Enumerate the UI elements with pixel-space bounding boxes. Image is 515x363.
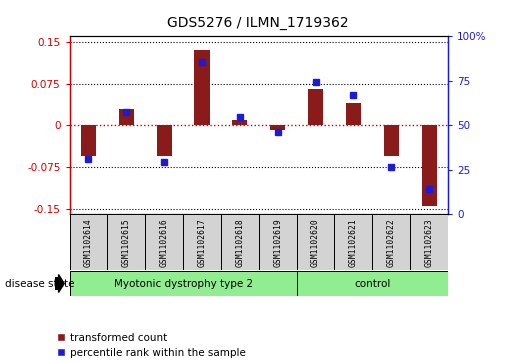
- Bar: [308, 89, 323, 125]
- Text: GDS5276 / ILMN_1719362: GDS5276 / ILMN_1719362: [167, 16, 348, 30]
- Bar: [221, 214, 259, 270]
- Text: GSM1102623: GSM1102623: [425, 218, 434, 267]
- Text: GSM1102615: GSM1102615: [122, 218, 131, 267]
- Bar: [297, 271, 448, 296]
- Legend: transformed count, percentile rank within the sample: transformed count, percentile rank withi…: [57, 333, 246, 358]
- Bar: [335, 214, 372, 270]
- Text: control: control: [354, 278, 390, 289]
- Text: GSM1102622: GSM1102622: [387, 218, 396, 267]
- Bar: [270, 125, 285, 130]
- Bar: [384, 125, 399, 156]
- Bar: [422, 125, 437, 206]
- Text: GSM1102616: GSM1102616: [160, 218, 168, 267]
- Bar: [372, 214, 410, 270]
- Bar: [183, 214, 221, 270]
- Bar: [259, 214, 297, 270]
- Text: GSM1102620: GSM1102620: [311, 218, 320, 267]
- Bar: [346, 103, 361, 125]
- Bar: [70, 271, 297, 296]
- Bar: [145, 214, 183, 270]
- Bar: [107, 214, 145, 270]
- Text: GSM1102618: GSM1102618: [235, 218, 244, 267]
- Bar: [119, 109, 134, 125]
- FancyArrow shape: [55, 274, 64, 293]
- Text: GSM1102617: GSM1102617: [198, 218, 207, 267]
- Bar: [297, 214, 335, 270]
- Bar: [81, 125, 96, 156]
- Text: GSM1102614: GSM1102614: [84, 218, 93, 267]
- Bar: [410, 214, 448, 270]
- Text: Myotonic dystrophy type 2: Myotonic dystrophy type 2: [113, 278, 253, 289]
- Text: GSM1102619: GSM1102619: [273, 218, 282, 267]
- Bar: [195, 50, 210, 125]
- Bar: [232, 120, 247, 125]
- Text: GSM1102621: GSM1102621: [349, 218, 358, 267]
- Text: disease state: disease state: [5, 278, 75, 289]
- Bar: [70, 214, 107, 270]
- Bar: [157, 125, 171, 156]
